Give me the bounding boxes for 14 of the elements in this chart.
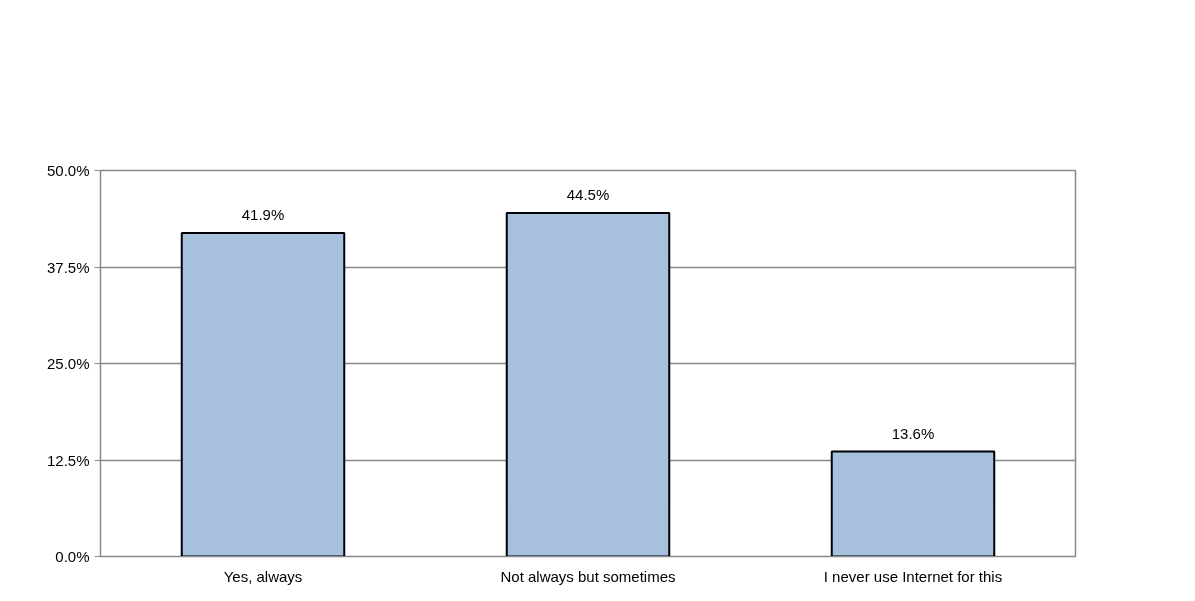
x-tick-label: Yes, always: [223, 567, 303, 585]
y-tick-label: 37.5%: [46, 258, 90, 276]
data-label: 44.5%: [566, 185, 610, 203]
bar: [180, 232, 346, 557]
y-tick-label: 50.0%: [46, 162, 90, 179]
bar: [505, 211, 671, 557]
data-label: 13.6%: [891, 424, 935, 442]
bar: [830, 450, 996, 557]
y-tick-label: 12.5%: [46, 451, 90, 469]
y-tick-label: 25.0%: [46, 355, 90, 372]
y-tick-label: 0.0%: [55, 548, 90, 565]
x-tick-label: Not always but sometimes: [500, 567, 676, 585]
x-tick-label: I never use Internet for this: [823, 567, 1003, 585]
data-label: 41.9%: [241, 206, 285, 224]
